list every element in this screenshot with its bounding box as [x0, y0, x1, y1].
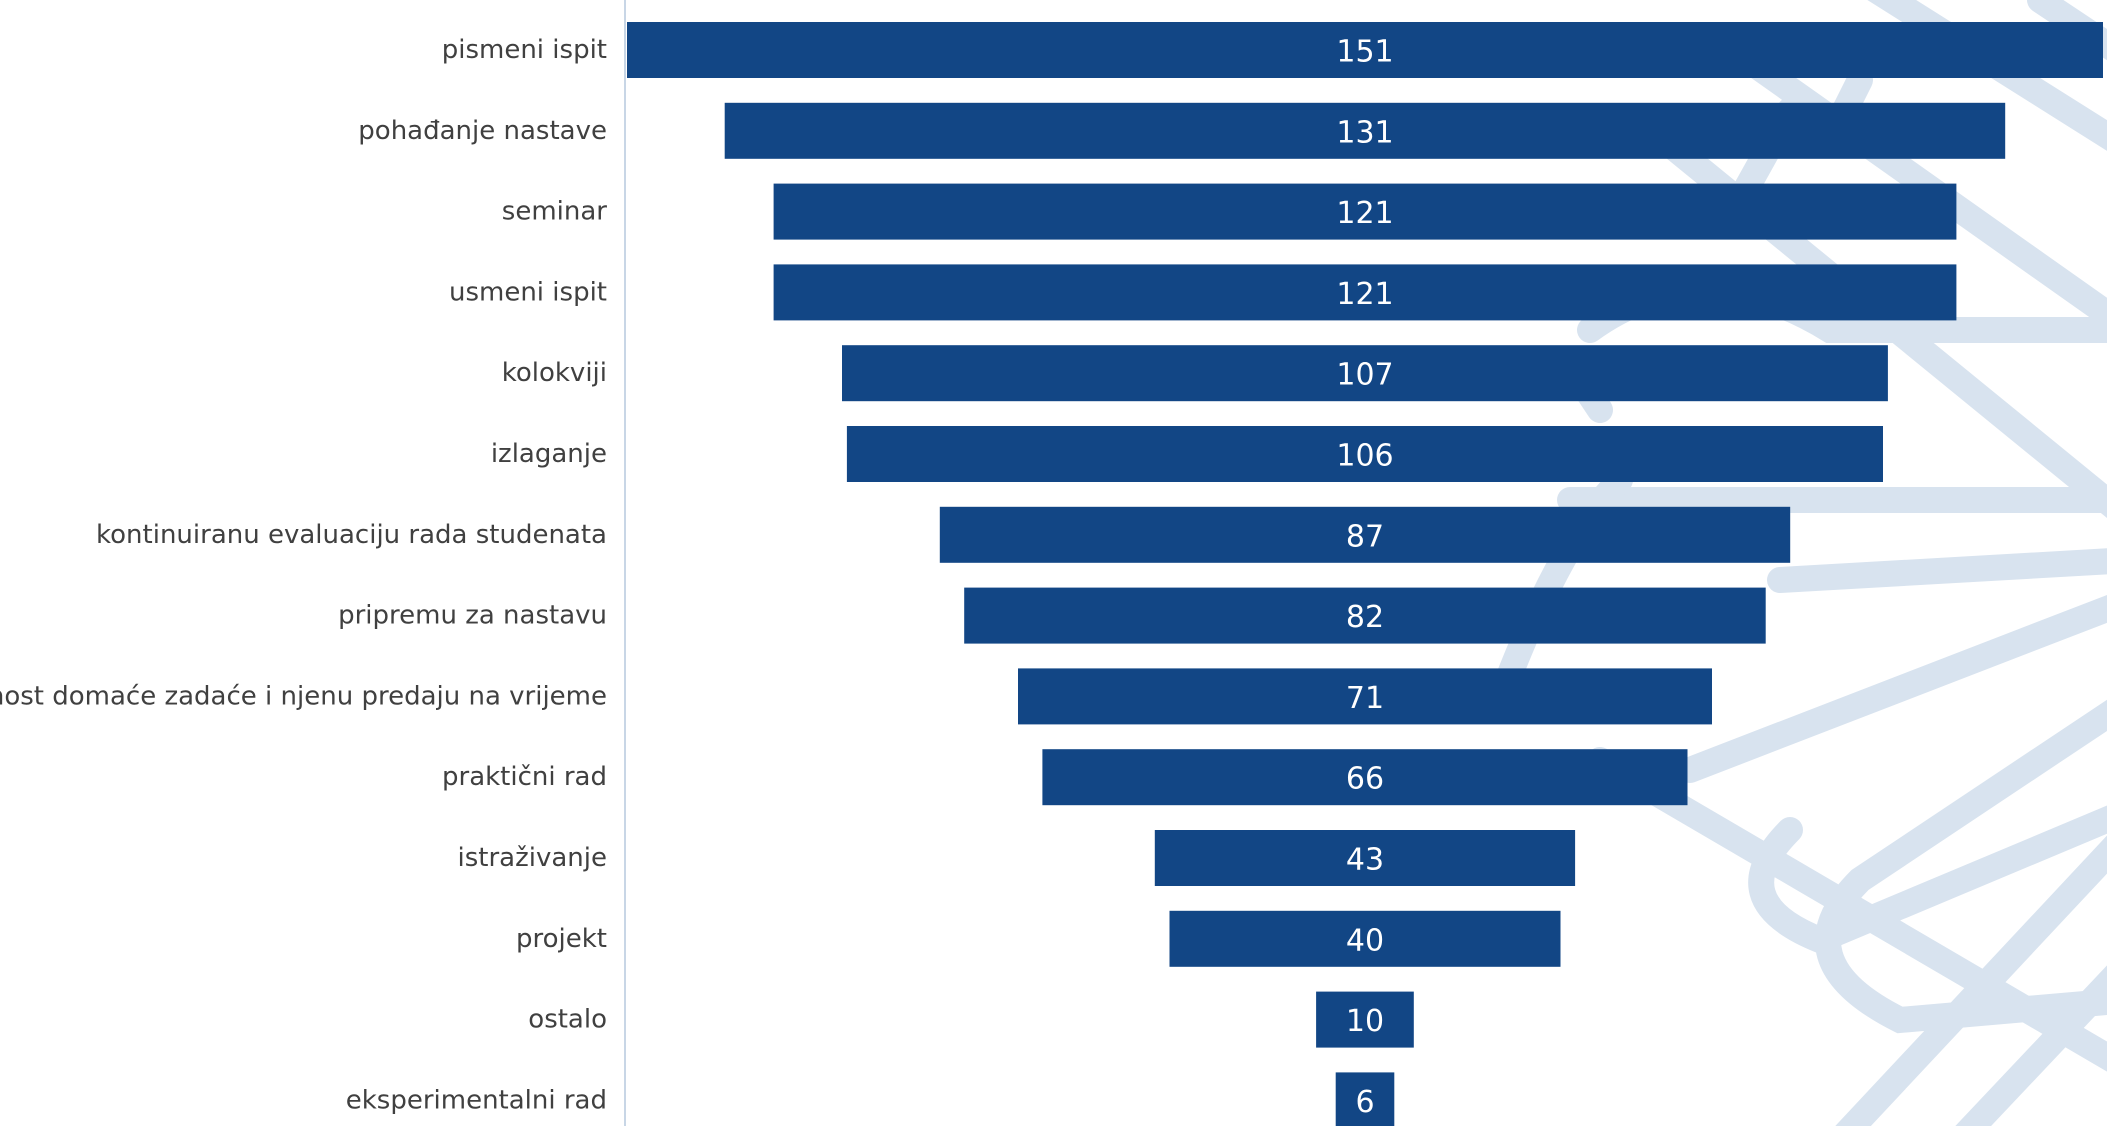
category-label-1: pohađanje nastave — [358, 116, 607, 146]
bar-2 — [773, 183, 1957, 240]
background-watermark-pattern — [1487, 0, 2107, 1126]
bar-7 — [964, 587, 1766, 644]
value-label-9: 66 — [1346, 762, 1384, 797]
bar-13 — [1335, 1072, 1395, 1126]
value-label-7: 82 — [1346, 600, 1384, 635]
bar-9 — [1042, 749, 1688, 806]
bar-8 — [1018, 668, 1712, 725]
category-label-13: eksperimentalni rad — [346, 1085, 607, 1115]
category-label-4: kolokviji — [502, 358, 607, 388]
value-label-5: 106 — [1336, 439, 1393, 474]
watermark-stroke — [1955, 965, 2107, 1126]
value-label-3: 121 — [1336, 277, 1393, 312]
value-label-11: 40 — [1346, 923, 1384, 958]
bar-4 — [842, 345, 1888, 402]
value-label-10: 43 — [1346, 843, 1384, 878]
bar-6 — [939, 506, 1791, 563]
category-label-0: pismeni ispit — [442, 35, 607, 65]
bar-3 — [773, 264, 1957, 321]
bar-12 — [1316, 991, 1414, 1048]
watermark-stroke — [1487, 467, 1633, 713]
watermark-stroke — [1677, 594, 2107, 783]
value-label-1: 131 — [1336, 115, 1393, 150]
category-label-11: projekt — [516, 924, 607, 954]
category-label-8: točnost domaće zadaće i njenu predaju na… — [0, 681, 607, 711]
bars-group — [627, 22, 2103, 1126]
category-label-6: kontinuiranu evaluaciju rada studenata — [96, 520, 607, 550]
value-label-0: 151 — [1336, 35, 1393, 70]
value-label-8: 71 — [1346, 681, 1384, 716]
category-labels-group: pismeni ispit pohađanje nastave seminar usm… — [0, 35, 607, 1115]
category-label-9: praktični rad — [442, 762, 607, 792]
watermark-stroke — [1767, 548, 2107, 593]
category-label-10: istraživanje — [458, 843, 607, 873]
category-label-2: seminar — [502, 197, 608, 227]
value-label-2: 121 — [1336, 196, 1393, 231]
bar-0 — [627, 22, 2103, 78]
category-label-7: pripremu za nastavu — [338, 601, 607, 631]
value-label-12: 10 — [1346, 1004, 1384, 1039]
bar-1 — [724, 102, 2006, 159]
value-label-4: 107 — [1336, 358, 1393, 393]
bar-5 — [846, 426, 1883, 482]
category-label-12: ostalo — [528, 1005, 607, 1035]
bar-10 — [1154, 830, 1576, 886]
value-label-13: 6 — [1355, 1085, 1374, 1120]
watermark-stroke — [1587, 747, 2107, 1072]
bar-11 — [1169, 910, 1561, 967]
value-label-6: 87 — [1346, 519, 1384, 554]
category-label-3: usmeni ispit — [449, 277, 607, 307]
category-label-5: izlaganje — [491, 439, 607, 469]
